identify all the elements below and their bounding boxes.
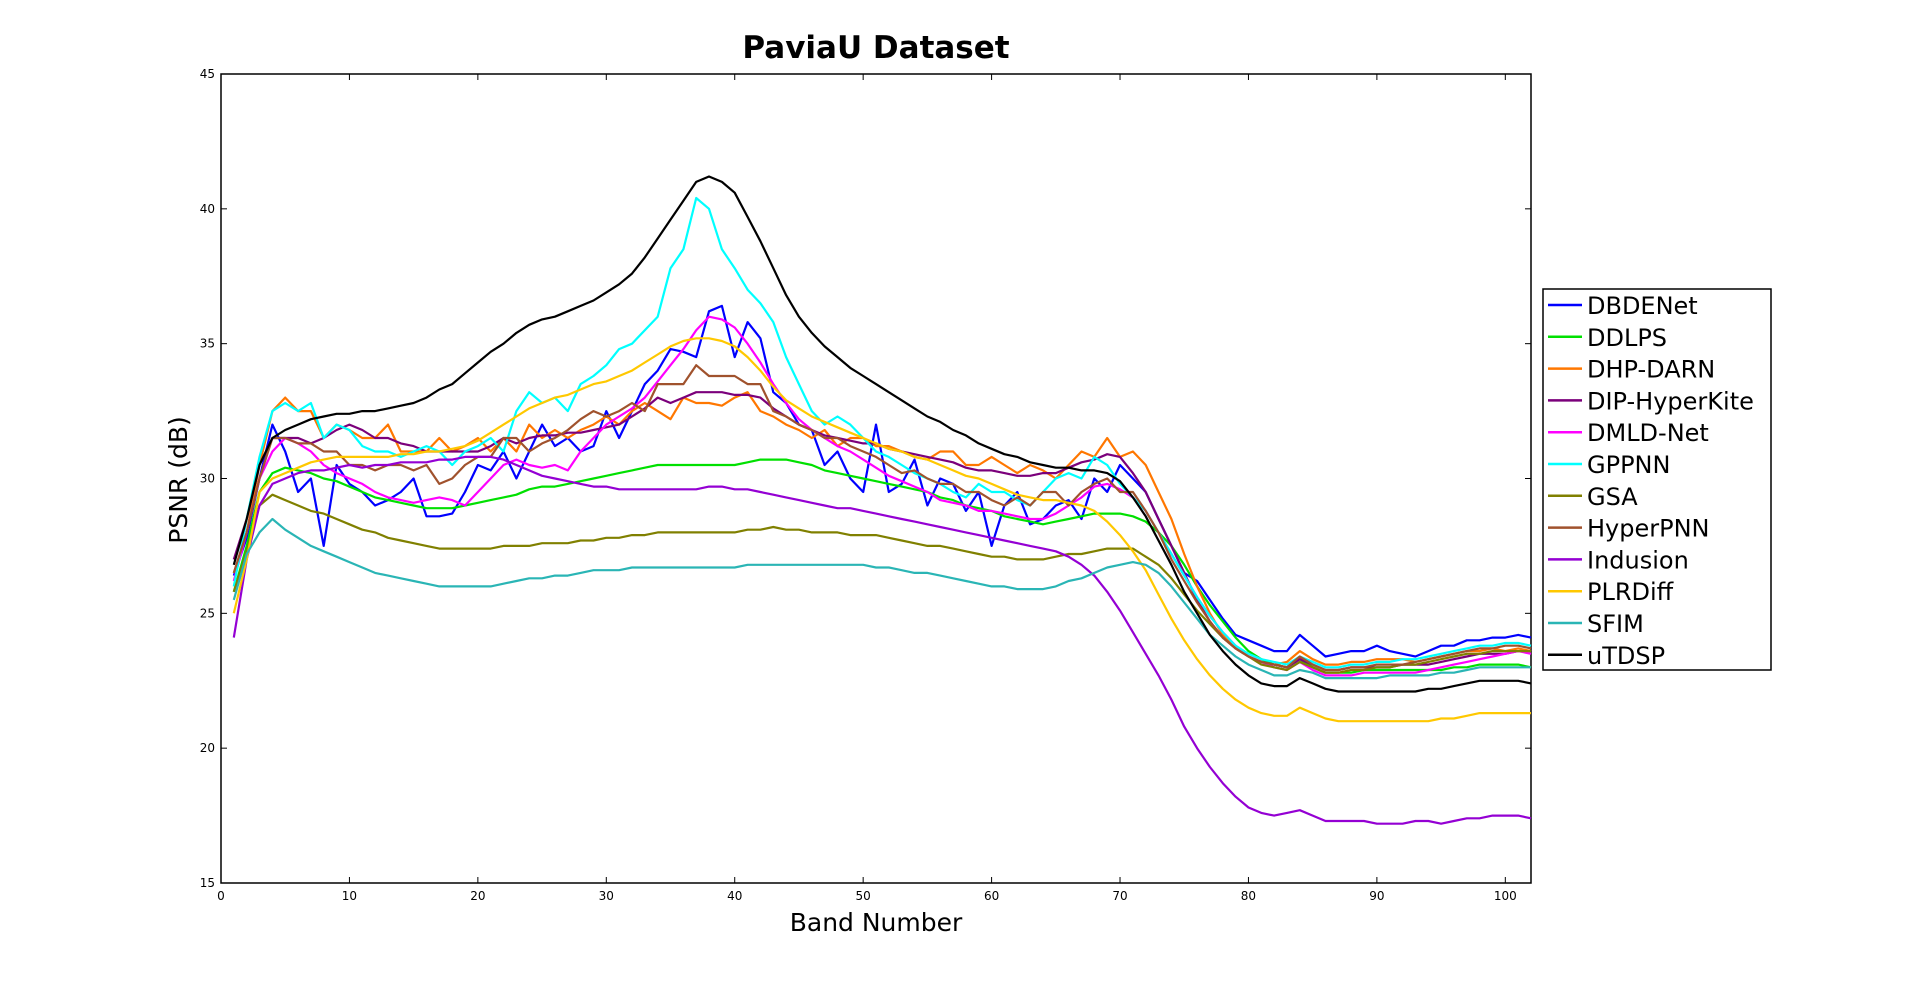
x-tick-label: 50 bbox=[856, 889, 871, 903]
series-lines bbox=[232, 175, 1532, 825]
legend-items: DBDENet DDLPS DHP-DARN DIP-HyperKite DMLD-Ne… bbox=[1548, 292, 1754, 670]
y-axis-label: PSNR (dB) bbox=[164, 416, 193, 544]
legend-label-dip-hyperkite: DIP-HyperKite bbox=[1587, 387, 1754, 415]
legend-label-ddlps: DDLPS bbox=[1587, 324, 1667, 352]
legend-label-gppnn: GPPNN bbox=[1587, 451, 1670, 479]
y-tick-label: 15 bbox=[200, 876, 215, 890]
y-tick-label: 35 bbox=[200, 337, 215, 351]
y-tick-label: 25 bbox=[200, 606, 215, 620]
series-line-gsa bbox=[232, 493, 1531, 674]
series-line-dmld-net bbox=[232, 315, 1532, 677]
series-line-dbdenet bbox=[232, 304, 1532, 658]
x-tick-label: 0 bbox=[217, 889, 225, 903]
y-axis-ticks: 15 20 25 30 35 40 45 bbox=[200, 67, 1531, 890]
legend-label-utdsp: uTDSP bbox=[1587, 642, 1665, 670]
series-line-sfim bbox=[232, 517, 1531, 680]
series-line-hyperpnn bbox=[232, 364, 1532, 672]
y-tick-label: 30 bbox=[200, 472, 215, 486]
x-tick-label: 20 bbox=[470, 889, 485, 903]
plot-area-frame bbox=[220, 73, 1532, 884]
y-tick-label: 20 bbox=[200, 741, 215, 755]
x-tick-label: 40 bbox=[727, 889, 742, 903]
legend-label-gsa: GSA bbox=[1587, 483, 1638, 511]
series-line-gppnn bbox=[232, 196, 1532, 669]
legend-label-dmld-net: DMLD-Net bbox=[1587, 419, 1709, 447]
x-tick-label: 90 bbox=[1369, 889, 1384, 903]
series-line-dip-hyperkite bbox=[232, 391, 1531, 672]
legend-label-indusion: Indusion bbox=[1587, 546, 1689, 574]
x-tick-label: 70 bbox=[1112, 889, 1127, 903]
x-axis-ticks: 0 10 20 30 40 50 60 70 80 90 100 bbox=[217, 74, 1517, 903]
legend-label-hyperpnn: HyperPNN bbox=[1587, 515, 1710, 543]
x-axis-label: Band Number bbox=[790, 908, 963, 937]
series-line-ddlps bbox=[232, 458, 1532, 674]
legend-label-sfim: SFIM bbox=[1587, 610, 1644, 638]
series-line-dhp-darn bbox=[232, 391, 1532, 666]
legend-label-dhp-darn: DHP-DARN bbox=[1587, 356, 1715, 384]
y-tick-label: 40 bbox=[200, 202, 215, 216]
series-line-plrdiff bbox=[232, 337, 1531, 723]
chart-title: PaviaU Dataset bbox=[742, 30, 1009, 66]
legend: DBDENet DDLPS DHP-DARN DIP-HyperKite DMLD-Ne… bbox=[1542, 288, 1772, 671]
legend-box bbox=[1542, 288, 1772, 671]
y-tick-label: 45 bbox=[200, 67, 215, 81]
x-tick-label: 80 bbox=[1241, 889, 1256, 903]
series-line-utdsp bbox=[232, 175, 1532, 693]
legend-label-dbdenet: DBDENet bbox=[1587, 292, 1698, 320]
x-tick-label: 60 bbox=[984, 889, 999, 903]
legend-label-plrdiff: PLRDiff bbox=[1587, 578, 1674, 606]
series-line-indusion bbox=[232, 455, 1532, 825]
x-tick-label: 30 bbox=[599, 889, 614, 903]
x-tick-label: 100 bbox=[1494, 889, 1517, 903]
x-tick-label: 10 bbox=[342, 889, 357, 903]
